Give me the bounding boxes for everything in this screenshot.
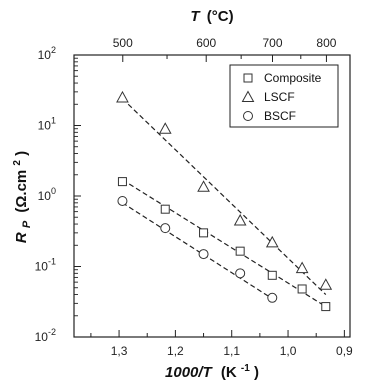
y-tick-label: 10-2 — [35, 327, 56, 344]
legend-marker-composite — [243, 73, 253, 83]
y-axis-title-unit: (Ω.cm — [13, 170, 30, 213]
y-tick-label: 10-1 — [35, 257, 56, 274]
data-point-composite — [117, 177, 127, 187]
y-axis-title-unit-close: ) — [13, 151, 30, 156]
data-point-bscf — [198, 249, 209, 260]
top-tick-label: 800 — [316, 36, 336, 50]
fit-lines — [122, 98, 327, 308]
legend: Composite LSCF BSCF — [229, 64, 339, 128]
data-point-composite — [267, 270, 277, 280]
y-axis-title-unit-sup: 2 — [12, 160, 23, 166]
markers — [116, 90, 333, 312]
data-point-bscf — [160, 223, 171, 234]
y-axis-title: R P (Ω.cm 2 ) — [7, 151, 34, 243]
bottom-axis-ticks: 1,3 1,2 1,1 1,0 0,9 — [90, 330, 353, 358]
data-point-composite — [235, 246, 245, 256]
legend-label-bscf: BSCF — [264, 109, 296, 123]
y-tick-exponent: 0 — [51, 186, 56, 196]
y-tick-exponent: 1 — [51, 116, 56, 126]
y-tick-exponent: -1 — [48, 257, 56, 267]
data-point-bscf — [267, 292, 278, 303]
data-point-composite — [160, 204, 170, 214]
x-tick-label: 1,2 — [167, 344, 184, 358]
y-axis-title-symbol: R — [13, 232, 30, 243]
data-point-lscf — [233, 213, 247, 226]
legend-label-lscf: LSCF — [264, 90, 295, 104]
top-tick-label: 700 — [262, 36, 282, 50]
data-point-lscf — [265, 235, 279, 248]
top-axis-title-unit: (°C) — [207, 8, 234, 25]
legend-marker-bscf — [243, 111, 253, 121]
y-tick-label: 102 — [38, 45, 56, 62]
top-axis-title: T (°C) — [190, 8, 233, 25]
top-tick-label: 600 — [196, 36, 216, 50]
data-point-composite — [297, 284, 307, 294]
x-tick-label: 1,1 — [223, 344, 240, 358]
legend-label-composite: Composite — [264, 71, 322, 85]
y-tick-label: 101 — [38, 116, 56, 133]
x-tick-label: 1,0 — [280, 344, 297, 358]
data-point-composite — [199, 228, 209, 238]
data-point-lscf — [158, 122, 172, 134]
y-axis-title-sub: P — [21, 220, 33, 228]
y-tick-exponent: -2 — [48, 327, 56, 337]
top-axis-title-symbol: T — [190, 8, 201, 25]
x-axis-title: 1000/T (K -1 ) — [165, 358, 259, 381]
data-point-bscf — [235, 268, 246, 279]
x-axis-title-unit-close: ) — [254, 364, 259, 381]
data-point-lscf — [295, 261, 309, 274]
legend-marker-lscf — [241, 90, 255, 102]
data-point-lscf — [197, 180, 210, 192]
fit-line-lscf — [122, 98, 327, 295]
y-tick-label: 100 — [38, 186, 56, 203]
top-tick-label: 500 — [113, 36, 133, 50]
y-tick-exponent: 2 — [51, 45, 56, 55]
x-axis-title-unit-sup: -1 — [241, 363, 250, 374]
data-point-composite — [321, 302, 331, 312]
x-tick-label: 0,9 — [336, 344, 353, 358]
fit-line-composite — [122, 179, 327, 308]
data-point-bscf — [117, 195, 128, 206]
data-point-lscf — [319, 278, 333, 290]
top-axis-ticks: 500 600 700 800 — [113, 36, 337, 62]
x-axis-title-unit: (K — [221, 364, 237, 381]
data-point-lscf — [116, 90, 129, 103]
x-axis-title-symbol: 1000/T — [165, 364, 214, 381]
fit-line-bscf — [122, 202, 273, 300]
x-tick-label: 1,3 — [111, 344, 128, 358]
